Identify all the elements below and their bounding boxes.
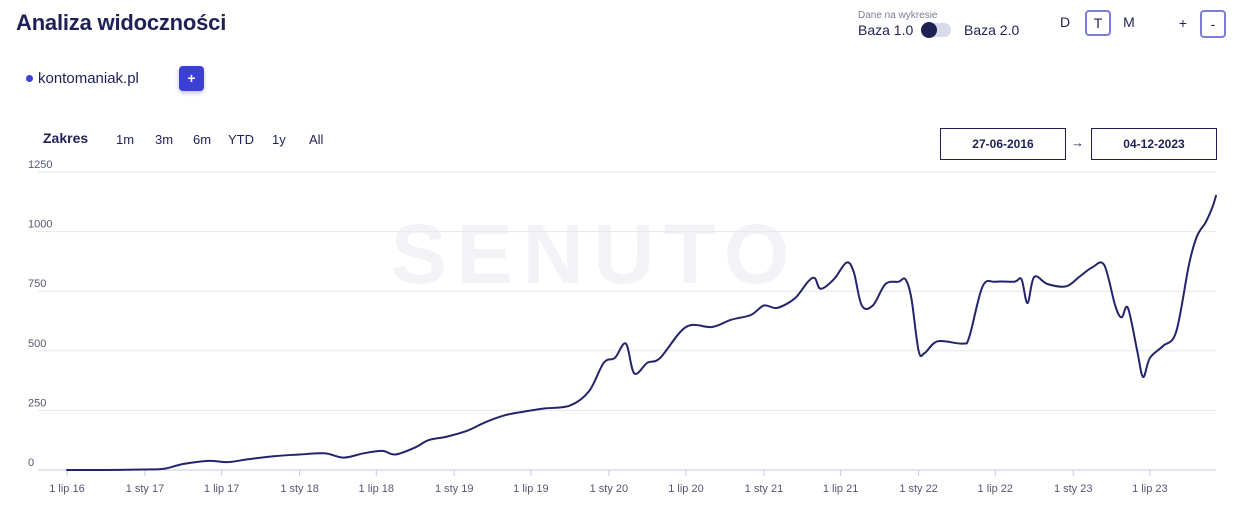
y-axis: 0 250 500 750 1000 1250 (28, 159, 52, 469)
range-1y-button[interactable]: 1y (272, 132, 286, 147)
x-tick-label: 1 lip 23 (1132, 483, 1167, 495)
x-tick-label: 1 lip 18 (359, 483, 394, 495)
base-switch-knob[interactable] (921, 22, 937, 38)
base-toggle[interactable]: Dane na wykresie Baza 1.0 Baza 2.0 (858, 10, 1028, 40)
x-tick-label: 1 sty 22 (899, 483, 938, 495)
x-tick-label: 1 lip 20 (668, 483, 703, 495)
y-tick-label: 500 (28, 338, 46, 350)
granularity-day-button[interactable]: D (1059, 14, 1071, 30)
range-all-button[interactable]: All (309, 132, 324, 147)
date-from-input[interactable]: 27-06-2016 (940, 128, 1066, 160)
y-tick-label: 750 (28, 278, 46, 290)
x-tick-label: 1 sty 20 (590, 483, 629, 495)
range-title: Zakres (43, 130, 89, 146)
add-domain-button[interactable]: + (179, 66, 204, 91)
x-tick-label: 1 lip 21 (823, 483, 858, 495)
zoom-in-button[interactable]: + (1178, 15, 1188, 31)
y-tick-label: 250 (28, 397, 46, 409)
date-to-input[interactable]: 04-12-2023 (1091, 128, 1217, 160)
granularity-week-button[interactable]: T (1085, 10, 1111, 36)
domain-color-dot (26, 75, 33, 82)
x-tick-label: 1 sty 19 (435, 483, 474, 495)
x-tick-label: 1 lip 16 (49, 483, 84, 495)
base-switch[interactable] (921, 22, 951, 38)
range-ytd-button[interactable]: YTD (228, 132, 254, 147)
x-tick-label: 1 sty 21 (745, 483, 784, 495)
base-2-label[interactable]: Baza 2.0 (964, 22, 1020, 38)
domain-label[interactable]: kontomaniak.pl (38, 70, 139, 87)
chart-grid (38, 171, 1216, 471)
range-6m-button[interactable]: 6m (193, 132, 212, 147)
range-3m-button[interactable]: 3m (155, 132, 174, 147)
base-toggle-caption: Dane na wykresie (858, 10, 938, 21)
y-tick-label: 1000 (28, 219, 52, 231)
x-tick-label: 1 sty 18 (280, 483, 319, 495)
zoom-out-button[interactable]: - (1200, 10, 1226, 38)
chart-watermark: SENUTO (391, 207, 800, 301)
x-tick-label: 1 lip 19 (513, 483, 548, 495)
y-tick-label: 0 (28, 457, 34, 469)
x-tick-label: 1 sty 23 (1054, 483, 1093, 495)
range-1m-button[interactable]: 1m (116, 132, 135, 147)
x-tick-label: 1 sty 17 (126, 483, 165, 495)
visibility-line-chart[interactable]: SENUTO 0 250 500 750 1000 1250 1 lip 16 1 sty … (0, 155, 1240, 508)
date-range-arrow-icon: → (1071, 135, 1084, 150)
x-axis: 1 lip 16 1 sty 17 1 lip 17 1 sty 18 1 lip 18… (49, 470, 1168, 495)
page-title: Analiza widoczności (16, 10, 227, 35)
series-line[interactable] (66, 194, 1217, 472)
base-1-label[interactable]: Baza 1.0 (858, 22, 914, 38)
x-tick-label: 1 lip 22 (978, 483, 1013, 495)
granularity-month-button[interactable]: M (1123, 14, 1135, 30)
y-tick-label: 1250 (28, 159, 52, 171)
x-tick-label: 1 lip 17 (204, 483, 239, 495)
